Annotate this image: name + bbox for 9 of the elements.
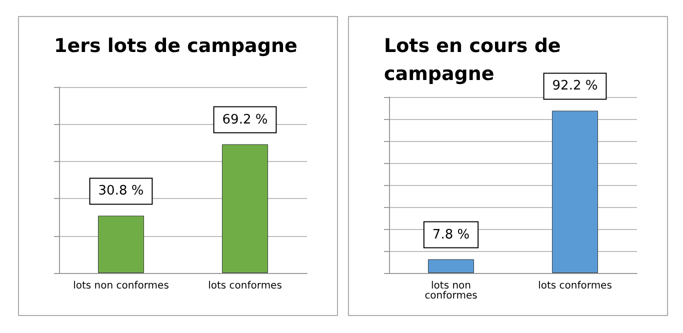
x-tick-label: lots non conformes xyxy=(424,280,478,302)
data-label: 7.8 % xyxy=(432,227,470,242)
x-tick-label: lots conformes xyxy=(208,280,282,292)
data-label: 30.8 % xyxy=(98,184,144,199)
x-tick-label: lots conformes xyxy=(538,280,612,292)
data-label: 92.2 % xyxy=(552,78,598,94)
x-tick-label: lots non conformes xyxy=(73,280,169,292)
chart-title: 1ers lots de campagne xyxy=(54,35,298,57)
data-label: 69.2 % xyxy=(222,112,268,128)
